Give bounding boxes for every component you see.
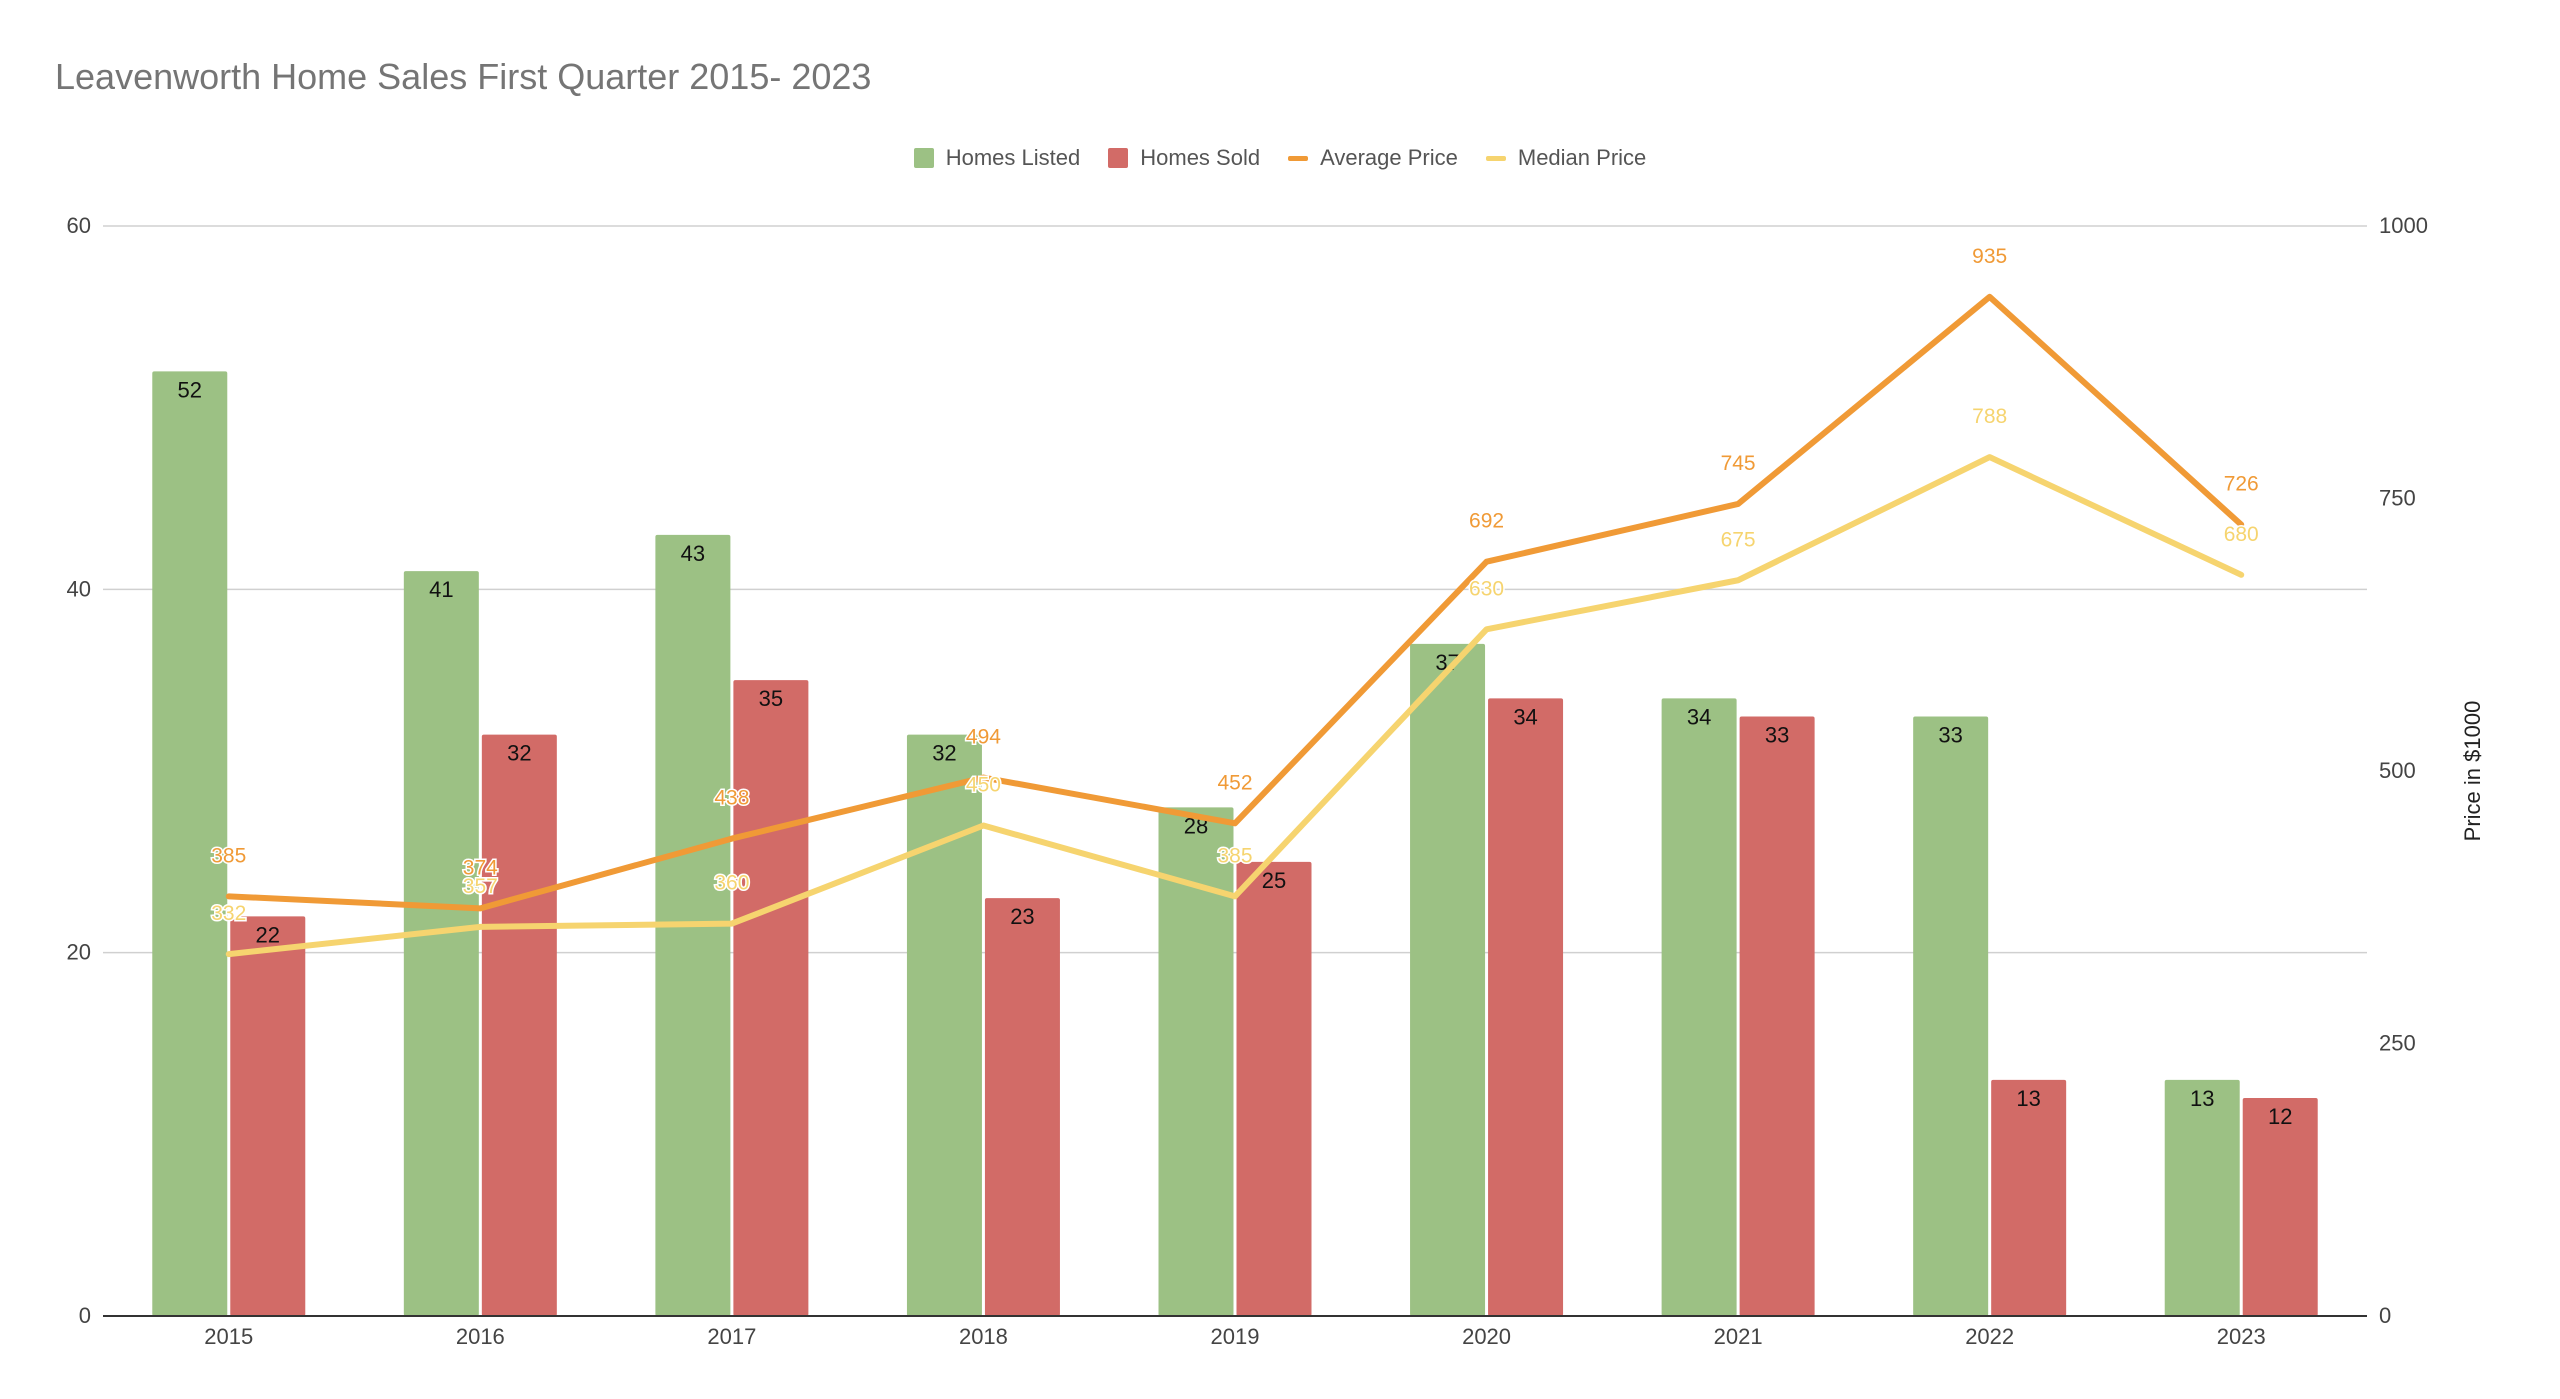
x-tick-label: 2017 [707,1324,756,1349]
bar-homes-listed [906,734,982,1316]
bar-homes-sold [984,898,1060,1316]
line-average-price [225,293,2245,912]
x-tick-label: 2019 [1211,1324,1260,1349]
line-data-label: 788 [1972,405,2007,428]
line-data-label: 726 [2224,473,2259,496]
chart-title: Leavenworth Home Sales First Quarter 201… [55,56,872,97]
line-data-label: 452 [1217,771,1252,794]
bar-homes-sold [1991,1079,2067,1316]
bar-homes-listed [2164,1079,2240,1316]
line-data-label: 360 [714,872,749,895]
line-data-label: 438 [714,787,749,810]
line-data-label: 332 [211,902,246,925]
line-data-label: 935 [1972,245,2007,268]
bar-homes-sold [1236,861,1312,1316]
legend-label-average-price: Average Price [1320,145,1458,170]
legend-swatch-average-price [1288,155,1309,161]
y-left-tick-label: 60 [67,213,91,238]
legend-swatch-homes-sold [1108,148,1129,168]
bar-data-label: 34 [1687,704,1711,729]
y-right-tick-label: 1000 [2379,213,2428,238]
legend-item-homes-listed[interactable]: Homes Listed [913,145,1081,171]
line-data-label: 630 [1469,577,1504,600]
legend-swatch-median-price [1485,155,1506,161]
x-tick-label: 2023 [2217,1324,2266,1349]
bar-homes-sold [733,680,809,1316]
legend-label-homes-listed: Homes Listed [945,145,1081,170]
bar-data-label: 32 [507,741,531,766]
y-left-tick-label: 40 [67,576,91,601]
y-left-tick-label: 20 [67,940,91,965]
legend-item-median-price[interactable]: Median Price [1485,145,1647,171]
bar-data-label: 43 [681,541,705,566]
x-tick-label: 2021 [1714,1324,1763,1349]
y-right-tick-label: 500 [2379,758,2416,783]
line-data-label: 494 [966,726,1001,749]
bar-data-label: 35 [759,686,783,711]
bar-homes-listed [152,371,228,1316]
bar-homes-listed [1410,643,1486,1316]
bar-homes-listed [1661,698,1737,1316]
legend-item-homes-sold[interactable]: Homes Sold [1108,145,1260,171]
bar-data-label: 52 [178,377,202,402]
line-median-price [225,454,2245,958]
bar-data-label: 23 [1010,904,1034,929]
line-data-label: 680 [2224,523,2259,546]
y-right-tick-label: 250 [2379,1031,2416,1056]
bar-data-label: 12 [2268,1104,2292,1129]
line-data-label: 357 [463,875,498,898]
bar-data-label: 32 [932,741,956,766]
legend-label-homes-sold: Homes Sold [1140,145,1261,170]
bar-homes-listed [1158,807,1234,1316]
bar-data-label: 33 [1765,723,1789,748]
x-tick-label: 2018 [959,1324,1008,1349]
x-tick-label: 2016 [456,1324,505,1349]
line-data-label: 385 [1217,844,1252,867]
legend-item-average-price[interactable]: Average Price [1288,145,1458,171]
bar-homes-sold [481,734,557,1316]
bar-homes-sold [230,916,306,1316]
y-right-tick-label: 750 [2379,486,2416,511]
x-tick-label: 2015 [204,1324,253,1349]
bar-data-label: 13 [2190,1086,2214,1111]
bar-data-label: 41 [429,577,453,602]
bar-homes-listed [1913,716,1989,1316]
bar-homes-sold [1488,698,1564,1316]
line-data-label: 385 [211,844,246,867]
line-data-label: 450 [966,774,1001,797]
bar-data-label: 34 [1513,704,1537,729]
line-data-label: 692 [1469,510,1504,533]
line-data-label: 374 [463,856,498,879]
bar-homes-sold [1739,716,1815,1316]
bar-data-label: 25 [1262,868,1286,893]
line-data-label: 745 [1721,452,1756,475]
y-right-axis-title: Price in $1000 [2460,701,2485,842]
bar-data-label: 22 [256,922,280,947]
y-right-tick-label: 0 [2379,1303,2391,1328]
line-data-label: 675 [1721,528,1756,551]
legend: Homes Listed Homes Sold Average Price Me… [0,145,2560,171]
bar-homes-sold [2242,1098,2318,1316]
bar-data-label: 13 [2016,1086,2040,1111]
bar-data-label: 33 [1938,723,1962,748]
legend-swatch-homes-listed [913,148,934,168]
y-left-tick-label: 0 [79,1303,91,1328]
bar-homes-listed [403,571,479,1316]
x-tick-label: 2020 [1462,1324,1511,1349]
x-tick-label: 2022 [1965,1324,2014,1349]
legend-label-median-price: Median Price [1517,145,1647,170]
